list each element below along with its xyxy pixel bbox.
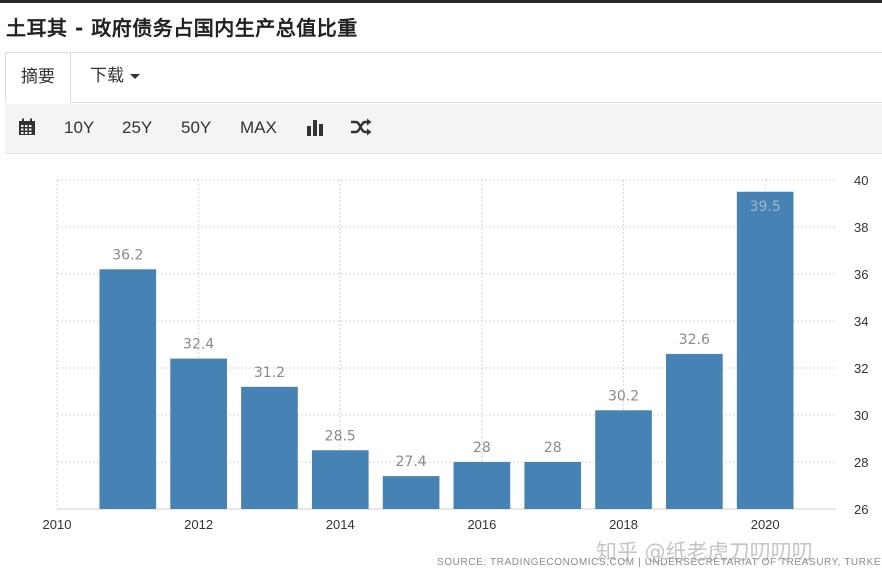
range-max-button[interactable]: MAX (240, 118, 277, 137)
x-tick-label: 2010 (43, 517, 72, 532)
tab-download-label: 下载 (90, 66, 124, 86)
caret-down-icon (130, 73, 140, 79)
bar-label-2019: 32.6 (679, 332, 710, 348)
shuffle-icon (351, 118, 372, 136)
watermark: 知乎 @纸老虎刀叨叨叨 (596, 540, 813, 564)
bar-label-2018: 30.2 (608, 388, 639, 404)
x-tick-label: 2020 (751, 517, 780, 532)
bar-label-2015: 27.4 (396, 454, 427, 470)
bar-chart: 36.2 32.4 31.2 28.5 27.4 28 28 30.2 32.6 39.5 201… (43, 173, 869, 532)
bar-2011[interactable] (99, 269, 157, 509)
calendar-button[interactable] (18, 104, 38, 152)
y-tick-label: 28 (854, 455, 868, 470)
bar-2013[interactable] (241, 386, 298, 509)
y-tick-label: 38 (854, 220, 868, 235)
x-tick-label: 2014 (326, 517, 355, 532)
range-10y-button[interactable]: 10Y (64, 118, 95, 137)
bar-2017[interactable] (524, 462, 582, 509)
bar-chart-icon (307, 120, 323, 136)
x-tick-label: 2018 (609, 517, 638, 532)
tab-summary[interactable]: 摘要 (5, 52, 71, 103)
bar-label-2016: 28 (473, 440, 491, 456)
bar-label-2014: 28.5 (325, 428, 356, 444)
bar-series (99, 191, 794, 509)
y-tick-label: 26 (854, 502, 868, 517)
tab-download[interactable]: 下载 (75, 52, 155, 103)
bar-2014[interactable] (311, 450, 369, 509)
bar-2019[interactable] (666, 353, 723, 509)
y-tick-label: 30 (854, 408, 868, 423)
y-tick-label: 40 (854, 173, 868, 188)
bar-chart-button[interactable] (306, 104, 326, 152)
x-tick-label: 2016 (467, 517, 496, 532)
page-title: 土耳其 - 政府债务占国内生产总值比重 (6, 16, 358, 40)
chart-area: 36.2 32.4 31.2 28.5 27.4 28 28 30.2 32.6 39.5 201… (0, 155, 882, 586)
bar-label-2017: 28 (544, 440, 562, 456)
bar-2016[interactable] (453, 462, 511, 509)
y-tick-label: 36 (854, 267, 868, 282)
bar-2015[interactable] (382, 476, 440, 509)
y-tick-label: 34 (854, 314, 868, 329)
top-accent-bar (0, 0, 882, 3)
range-50y-button[interactable]: 50Y (181, 118, 212, 137)
y-axis-ticks: 26 28 30 32 34 36 38 40 (854, 173, 868, 517)
shuffle-button[interactable] (350, 104, 372, 152)
x-axis-ticks: 2010 2012 2014 2016 2018 2020 (43, 517, 780, 532)
y-tick-label: 32 (854, 361, 868, 376)
bar-2018[interactable] (595, 410, 652, 509)
source-note: SOURCE: TRADINGECONOMICS.COM | UNDERSECR… (437, 557, 882, 568)
calendar-icon (19, 118, 35, 135)
x-tick-label: 2012 (184, 517, 213, 532)
chart-toolbar: 10Y 25Y 50Y MAX (5, 104, 882, 154)
bar-label-2020: 39.5 (750, 199, 781, 215)
bar-data-labels: 36.2 32.4 31.2 28.5 27.4 28 28 30.2 32.6 39.5 (112, 199, 781, 470)
tab-bar: 摘要 下载 (5, 52, 882, 103)
bar-label-2011: 36.2 (112, 247, 143, 263)
bar-label-2012: 32.4 (183, 337, 214, 353)
range-25y-button[interactable]: 25Y (122, 118, 153, 137)
bar-label-2013: 31.2 (254, 365, 285, 381)
bar-2012[interactable] (170, 358, 227, 509)
bar-2020[interactable] (736, 191, 794, 509)
